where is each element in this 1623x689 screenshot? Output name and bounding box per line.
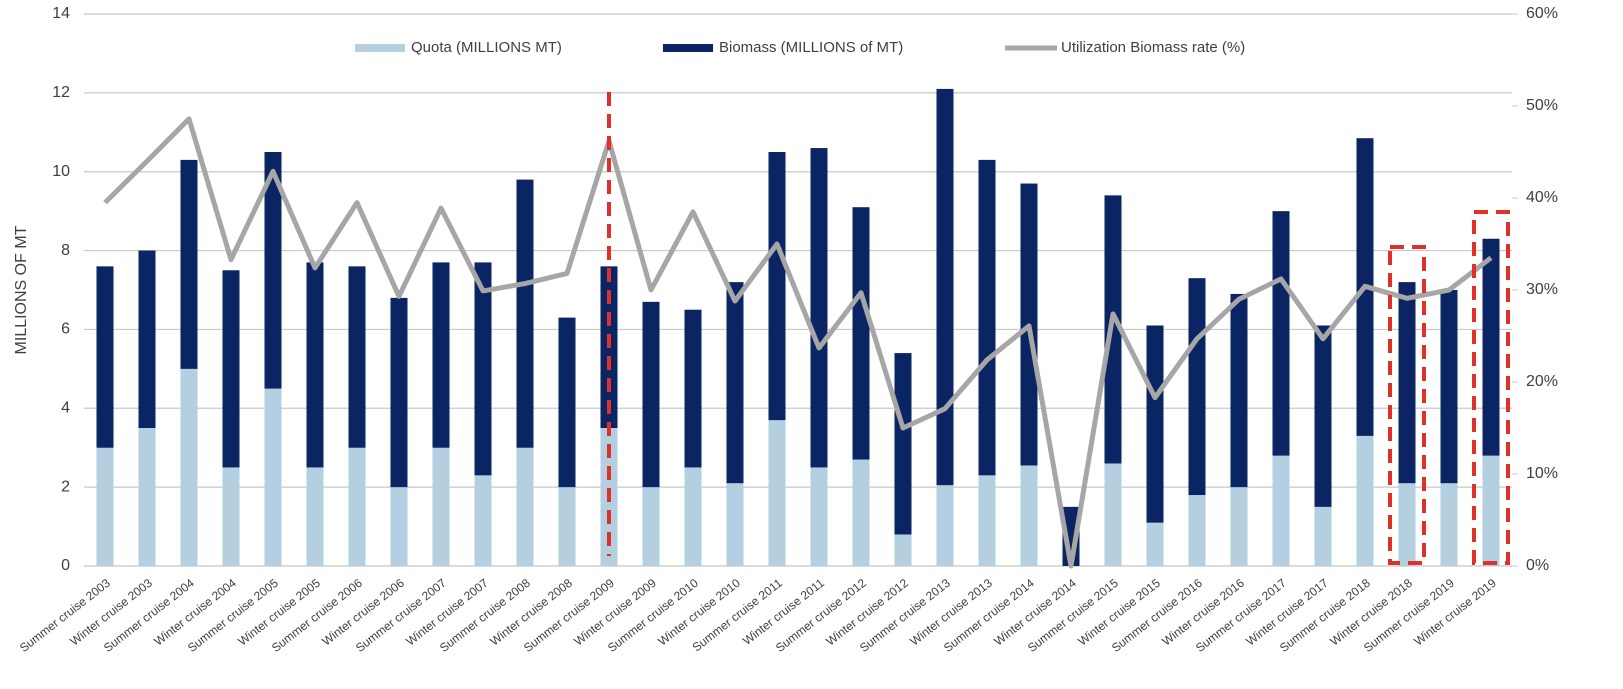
y-tick-label: 0 (61, 557, 70, 574)
bar (894, 534, 912, 566)
y-tick-label: 12 (52, 84, 70, 101)
legend-label: Utilization Biomass rate (%) (1061, 39, 1245, 56)
highlight-box (1388, 245, 1426, 565)
legend-swatch (663, 44, 713, 52)
y-tick-label: 4 (61, 400, 70, 417)
bar (1188, 278, 1206, 566)
bar (642, 487, 660, 566)
bar (1104, 463, 1122, 566)
y-tick-label: 6 (61, 321, 70, 338)
bar (1020, 465, 1038, 566)
bar (936, 485, 954, 566)
bar (1146, 522, 1164, 566)
bar (390, 487, 408, 566)
bar (306, 467, 324, 566)
bar (432, 447, 450, 566)
y2-tick-label: 40% (1526, 189, 1558, 206)
legend-swatch (355, 44, 405, 52)
bar (96, 447, 114, 566)
y2-tick-label: 30% (1526, 281, 1558, 298)
y-tick-label: 14 (52, 5, 70, 22)
y2-tick-label: 20% (1526, 373, 1558, 390)
bar (810, 148, 828, 567)
y2-tick-label: 10% (1526, 465, 1558, 482)
grid (84, 13, 1518, 567)
bar (1230, 487, 1248, 566)
bar (1314, 325, 1332, 566)
bar (516, 447, 534, 566)
bar (1356, 435, 1374, 566)
bar (558, 487, 576, 566)
lines (103, 116, 1493, 569)
legend-label: Quota (MILLIONS MT) (411, 39, 562, 56)
annotations (607, 92, 1510, 565)
legend-label: Biomass (MILLIONS of MT) (719, 39, 903, 56)
bar (978, 475, 996, 566)
y2-tick-label: 50% (1526, 97, 1558, 114)
bar (1482, 455, 1500, 566)
bar (810, 467, 828, 566)
bar (1188, 495, 1206, 566)
bar (138, 428, 156, 566)
line (103, 116, 1493, 569)
y-tick-label: 8 (61, 242, 70, 259)
y2-tick-label: 0% (1526, 557, 1549, 574)
bar (180, 368, 198, 566)
bar (1398, 483, 1416, 566)
bar (936, 88, 954, 567)
bar (1272, 455, 1290, 566)
bar (894, 353, 912, 566)
bars (96, 88, 1500, 567)
bar (684, 467, 702, 566)
bar (222, 467, 240, 566)
y-tick-label: 10 (52, 163, 70, 180)
legend: Quota (MILLIONS MT) Biomass (MILLIONS of … (355, 39, 1245, 56)
bar (768, 420, 786, 566)
y2-tick-label: 60% (1526, 5, 1558, 22)
y-tick-label: 2 (61, 478, 70, 495)
bar (348, 447, 366, 566)
highlight-box (1472, 210, 1510, 565)
bar (264, 388, 282, 566)
bar (1440, 483, 1458, 566)
bar (852, 459, 870, 566)
bar (726, 483, 744, 566)
bar (474, 475, 492, 566)
bar (1314, 506, 1332, 566)
y-axis-label: MILLIONS OF MT (13, 225, 30, 354)
